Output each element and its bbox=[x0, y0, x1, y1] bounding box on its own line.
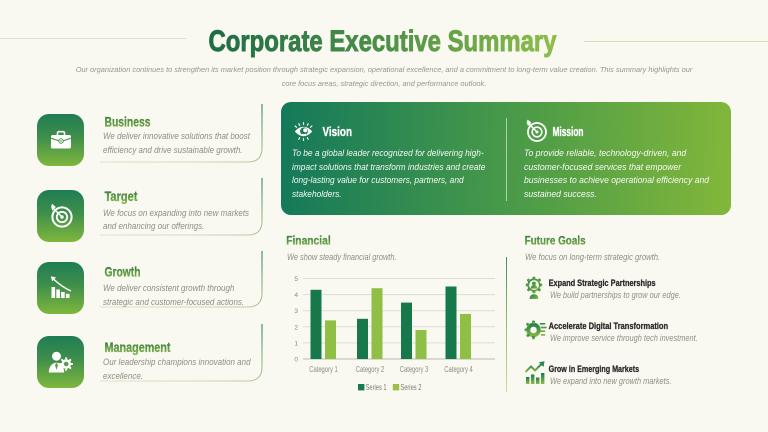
svg-text:Vision: Vision bbox=[323, 125, 353, 139]
svg-text:Management: Management bbox=[105, 340, 171, 356]
svg-text:Series 2: Series 2 bbox=[400, 383, 421, 392]
svg-text:Expand Strategic Partnerships: Expand Strategic Partnerships bbox=[549, 278, 656, 288]
svg-text:Corporate Executive Summary: Corporate Executive Summary bbox=[209, 25, 557, 58]
svg-text:Growth: Growth bbox=[105, 265, 141, 281]
svg-text:Business: Business bbox=[105, 115, 151, 131]
svg-text:4: 4 bbox=[294, 292, 298, 299]
svg-text:Category 3: Category 3 bbox=[400, 365, 429, 374]
svg-text:Accelerate Digital Transformat: Accelerate Digital Transformation bbox=[549, 321, 669, 331]
svg-text:Target: Target bbox=[105, 189, 138, 205]
svg-text:1: 1 bbox=[294, 340, 298, 347]
svg-text:3: 3 bbox=[294, 308, 298, 315]
svg-text:Category 2: Category 2 bbox=[356, 365, 385, 374]
svg-text:Category 1: Category 1 bbox=[309, 365, 338, 374]
svg-text:2: 2 bbox=[294, 324, 298, 331]
svg-text:Financial: Financial bbox=[286, 235, 331, 248]
svg-text:5: 5 bbox=[294, 276, 298, 283]
svg-text:Grow in Emerging Markets: Grow in Emerging Markets bbox=[549, 364, 640, 374]
svg-text:Mission: Mission bbox=[553, 125, 584, 139]
svg-text:Series 1: Series 1 bbox=[366, 383, 387, 392]
svg-text:0: 0 bbox=[294, 357, 298, 364]
svg-text:Future Goals: Future Goals bbox=[525, 235, 586, 248]
svg-text:Category 4: Category 4 bbox=[444, 365, 473, 374]
